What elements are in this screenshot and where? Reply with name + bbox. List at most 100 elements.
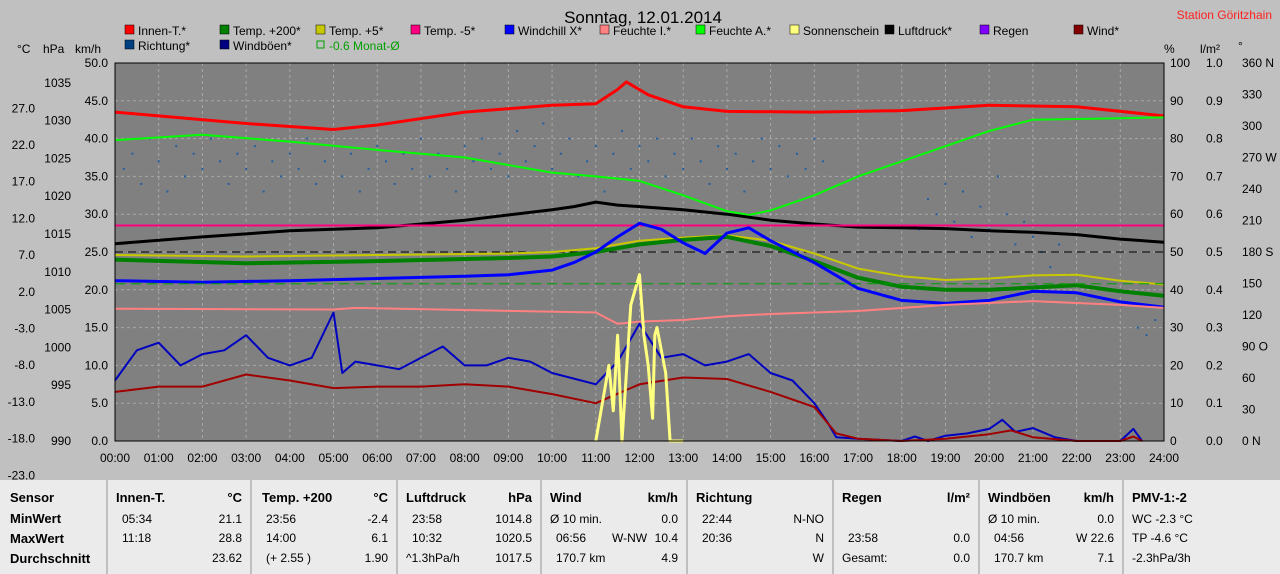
- time-tick-label: 24:00: [1149, 451, 1179, 465]
- innen-max-time: 11:18: [122, 531, 152, 545]
- direction-point: [288, 152, 291, 155]
- direction-point: [463, 145, 466, 148]
- direction-point: [262, 190, 265, 193]
- boeen-10min-label: Ø 10 min.: [988, 512, 1041, 526]
- direction-point: [795, 152, 798, 155]
- direction-point: [638, 145, 641, 148]
- direction-point: [787, 175, 790, 178]
- direction-point: [411, 167, 414, 170]
- time-tick-label: 18:00: [887, 451, 917, 465]
- legend-item: Feuchte A.*: [695, 24, 771, 38]
- hpa-tick-label: 1020: [44, 189, 71, 203]
- direction-point: [577, 175, 580, 178]
- direction-point: [472, 160, 475, 163]
- legend-label: Windböen*: [233, 39, 292, 53]
- direction-point: [384, 160, 387, 163]
- pmv-taupunkt: TP -4.6 °C: [1132, 531, 1188, 545]
- panel-wind-unit: km/h: [647, 490, 678, 505]
- panel-wind-title: Wind: [550, 490, 582, 505]
- wind-max-dir: W-NW: [612, 531, 648, 545]
- direction-point: [533, 145, 536, 148]
- unit-celsius: °C: [17, 42, 31, 56]
- boeen-max-time: 04:56: [994, 531, 1025, 545]
- wind-max-val: 10.4: [654, 531, 678, 545]
- legend-label: Innen-T.*: [138, 24, 186, 38]
- time-tick-label: 00:00: [100, 451, 130, 465]
- direction-tick-label: 60: [1242, 371, 1256, 385]
- boeen-avg-val: 7.1: [1097, 551, 1114, 565]
- legend-swatch: [315, 24, 326, 35]
- legend-swatch: [219, 39, 230, 50]
- unit-rain: l/m²: [1200, 42, 1220, 56]
- direction-point: [236, 152, 239, 155]
- unit-percent: %: [1164, 42, 1175, 56]
- temp-tick-label: -13.0: [8, 395, 36, 409]
- direction-point: [131, 152, 134, 155]
- direction-tick-label: 300: [1242, 119, 1262, 133]
- panel-richtung: Richtung 22:44 N-NO 20:36 N W: [688, 480, 834, 574]
- direction-point: [227, 182, 230, 185]
- time-tick-label: 08:00: [450, 451, 480, 465]
- rain-tick-label: 0.9: [1206, 94, 1223, 108]
- luft-max-val: 1020.5: [495, 531, 532, 545]
- temp-tick-label: 7.0: [18, 248, 35, 262]
- rain-tick-label: 0.8: [1206, 132, 1223, 146]
- percent-tick-label: 0: [1170, 434, 1177, 448]
- percent-tick-label: 60: [1170, 207, 1184, 221]
- direction-point: [586, 160, 589, 163]
- time-tick-label: 06:00: [362, 451, 392, 465]
- weather-chart: Sonntag, 12.01.2014 Station Göritzhain °…: [8, 8, 1278, 482]
- panel-luftdruck-unit: hPa: [508, 490, 532, 505]
- direction-point: [1023, 220, 1026, 223]
- direction-tick-label: 120: [1242, 308, 1262, 322]
- legend-label: Temp. +200*: [233, 24, 301, 38]
- legend-swatch: [219, 24, 230, 35]
- direction-point: [210, 137, 213, 140]
- direction-point: [358, 190, 361, 193]
- series-wind: [114, 373, 1143, 442]
- hpa-tick-label: 1005: [44, 303, 71, 317]
- richtung-r2-val: N: [815, 531, 824, 545]
- kmh-tick-label: 40.0: [85, 132, 109, 146]
- time-tick-label: 09:00: [493, 451, 523, 465]
- legend-label: Sonnenschein: [803, 24, 879, 38]
- direction-point: [647, 160, 650, 163]
- direction-point: [489, 167, 492, 170]
- direction-point: [428, 175, 431, 178]
- direction-point: [690, 137, 693, 140]
- unit-kmh: km/h: [75, 42, 101, 56]
- kmh-tick-label: 15.0: [85, 321, 109, 335]
- direction-point: [481, 137, 484, 140]
- regen-max-time: 23:58: [848, 531, 879, 545]
- panel-luftdruck-title: Luftdruck: [406, 490, 466, 505]
- legend-swatch: [979, 24, 990, 35]
- direction-tick-label: 360 N: [1242, 56, 1274, 70]
- chart-title: Sonntag, 12.01.2014: [564, 8, 722, 27]
- legend-swatch: [124, 24, 135, 35]
- luft-min-time: 23:58: [412, 512, 443, 526]
- panel-temp200-title: Temp. +200: [262, 490, 333, 505]
- direction-point: [306, 137, 309, 140]
- legend-item: Luftdruck*: [884, 24, 952, 38]
- series-feuchte-a: [114, 116, 1165, 216]
- direction-point: [760, 137, 763, 140]
- direction-point: [1058, 243, 1061, 246]
- legend-item: Wind*: [1073, 24, 1119, 38]
- direction-point: [935, 213, 938, 216]
- direction-point: [454, 190, 457, 193]
- direction-point: [559, 152, 562, 155]
- direction-tick-label: 330: [1242, 88, 1262, 102]
- direction-point: [446, 167, 449, 170]
- time-tick-label: 07:00: [406, 451, 436, 465]
- wind-max-time: 06:56: [556, 531, 587, 545]
- direction-tick-label: 270 W: [1242, 151, 1277, 165]
- legend-label: Temp. +5*: [329, 24, 384, 38]
- series-luftdruck: [114, 200, 1165, 246]
- direction-point: [524, 160, 527, 163]
- hpa-tick-label: 990: [51, 434, 71, 448]
- direction-point: [1031, 235, 1034, 238]
- percent-tick-label: 100: [1170, 56, 1190, 70]
- richtung-avg-val: W: [812, 551, 824, 565]
- kmh-tick-label: 35.0: [85, 169, 109, 183]
- unit-hpa: hPa: [43, 42, 65, 56]
